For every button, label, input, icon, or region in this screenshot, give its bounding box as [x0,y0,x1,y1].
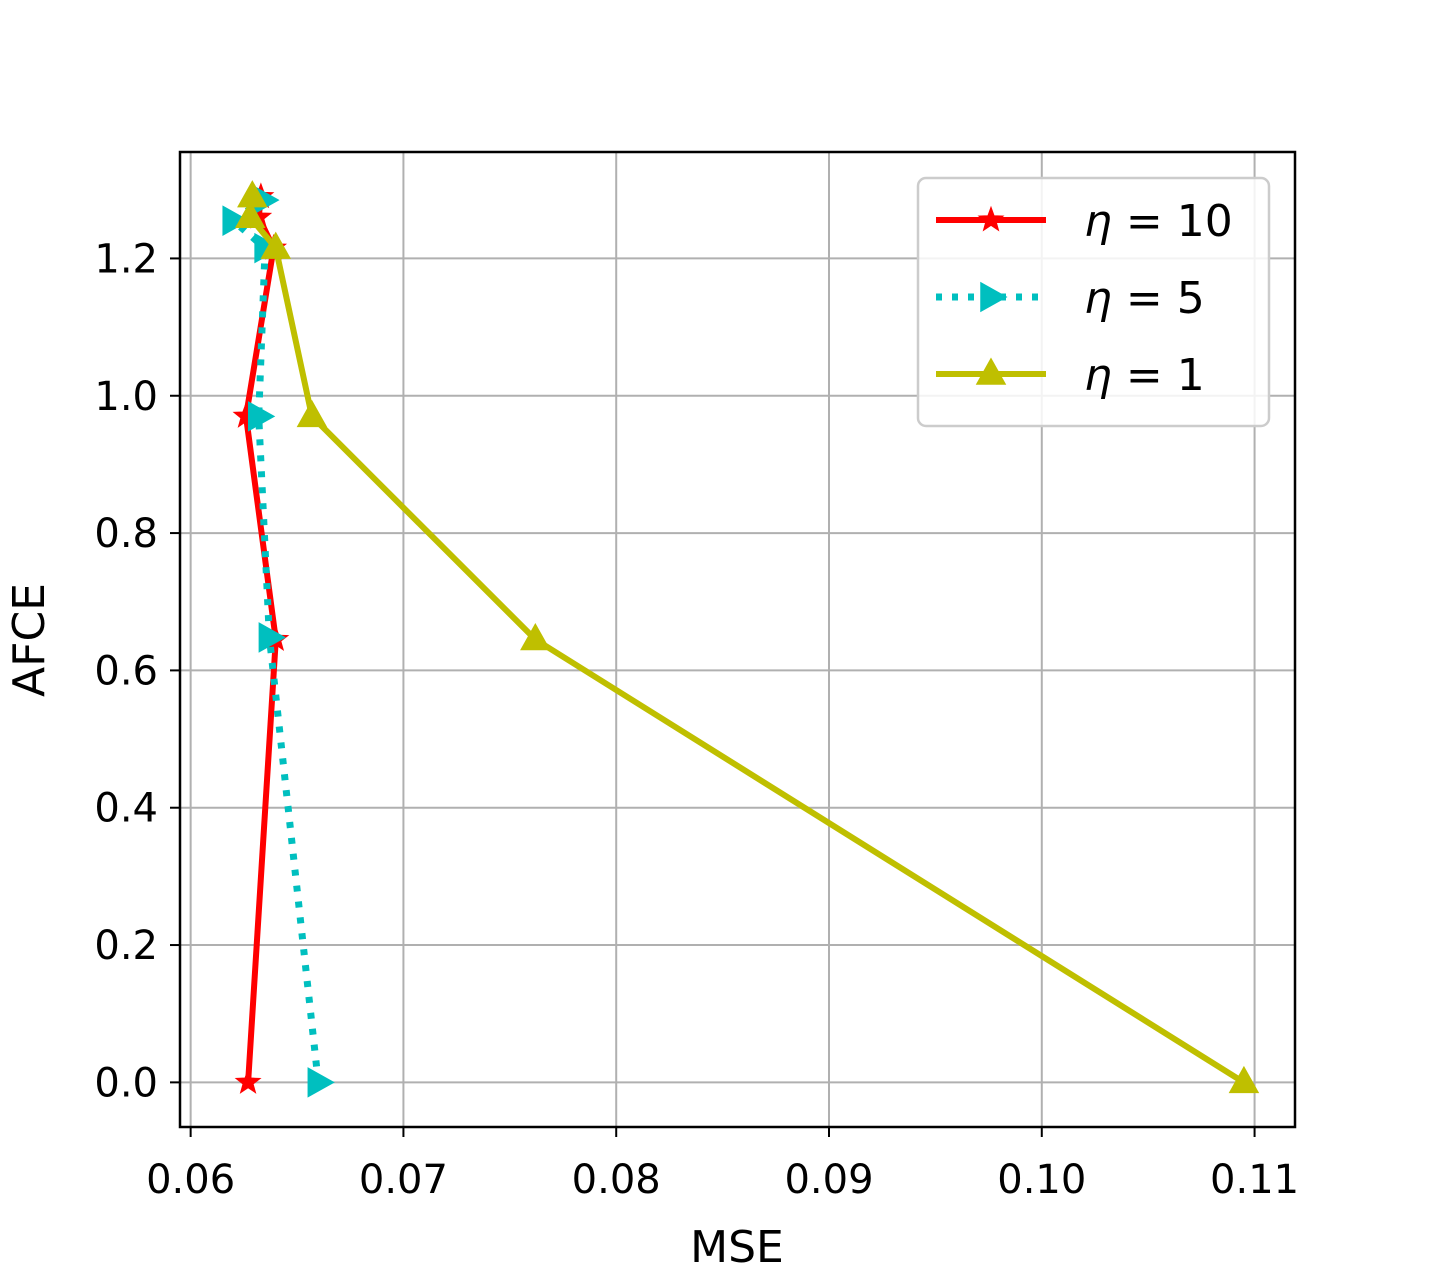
legend-label: η = 1 [1084,350,1205,401]
y-tick-label: 0.6 [94,648,158,694]
y-tick-label: 0.0 [94,1060,158,1106]
legend-marker [975,357,1007,385]
legend-marker [977,205,1005,232]
legend-box [916,176,1271,428]
x-tick-label: 0.09 [784,1157,873,1203]
x-tick-label: 0.07 [359,1157,448,1203]
data-point [237,180,268,208]
x-tick-label: 0.11 [1210,1157,1299,1203]
y-tick-label: 0.4 [94,786,158,832]
legend-value: = 5 [1112,273,1205,324]
data-point [260,231,292,259]
data-point [258,622,286,653]
plot-frame [178,150,1297,1129]
data-point [234,1068,262,1094]
y-tick-label: 0.8 [94,511,158,557]
y-tick-label: 1.0 [94,374,158,420]
x-axis-label: MSE [690,1222,784,1267]
series-3 [234,180,1260,1094]
legend-symbol: η [1084,196,1112,247]
legend-marker [980,281,1008,313]
data-point [1228,1065,1260,1094]
data-point [307,1067,335,1098]
x-tick-label: 0.06 [146,1157,235,1203]
y-tick-label: 0.2 [94,923,158,969]
x-tick-label: 0.10 [997,1157,1086,1203]
y-tick-label: 1.2 [94,236,158,282]
y-axis-label: AFCE [4,583,55,697]
data-point [234,200,266,228]
data-point [296,399,328,428]
legend-symbol: η [1084,350,1112,401]
data-point [247,401,276,432]
legend-label: η = 5 [1084,273,1205,324]
legend-label: η = 10 [1084,196,1233,247]
grid [180,152,1295,1127]
data-point [520,622,551,651]
ticks: 0.06 0.07 0.08 0.09 0.10 0.11 0.0 0.2 0.4 0.6 0.8 1… [94,236,1299,1203]
x-tick-label: 0.08 [572,1157,661,1203]
legend: η = 10η = 5η = 1 [916,176,1271,428]
legend-value: = 10 [1112,196,1233,247]
legend-value: = 1 [1112,350,1205,401]
legend-symbol: η [1084,273,1112,324]
series-layer [222,180,1260,1098]
